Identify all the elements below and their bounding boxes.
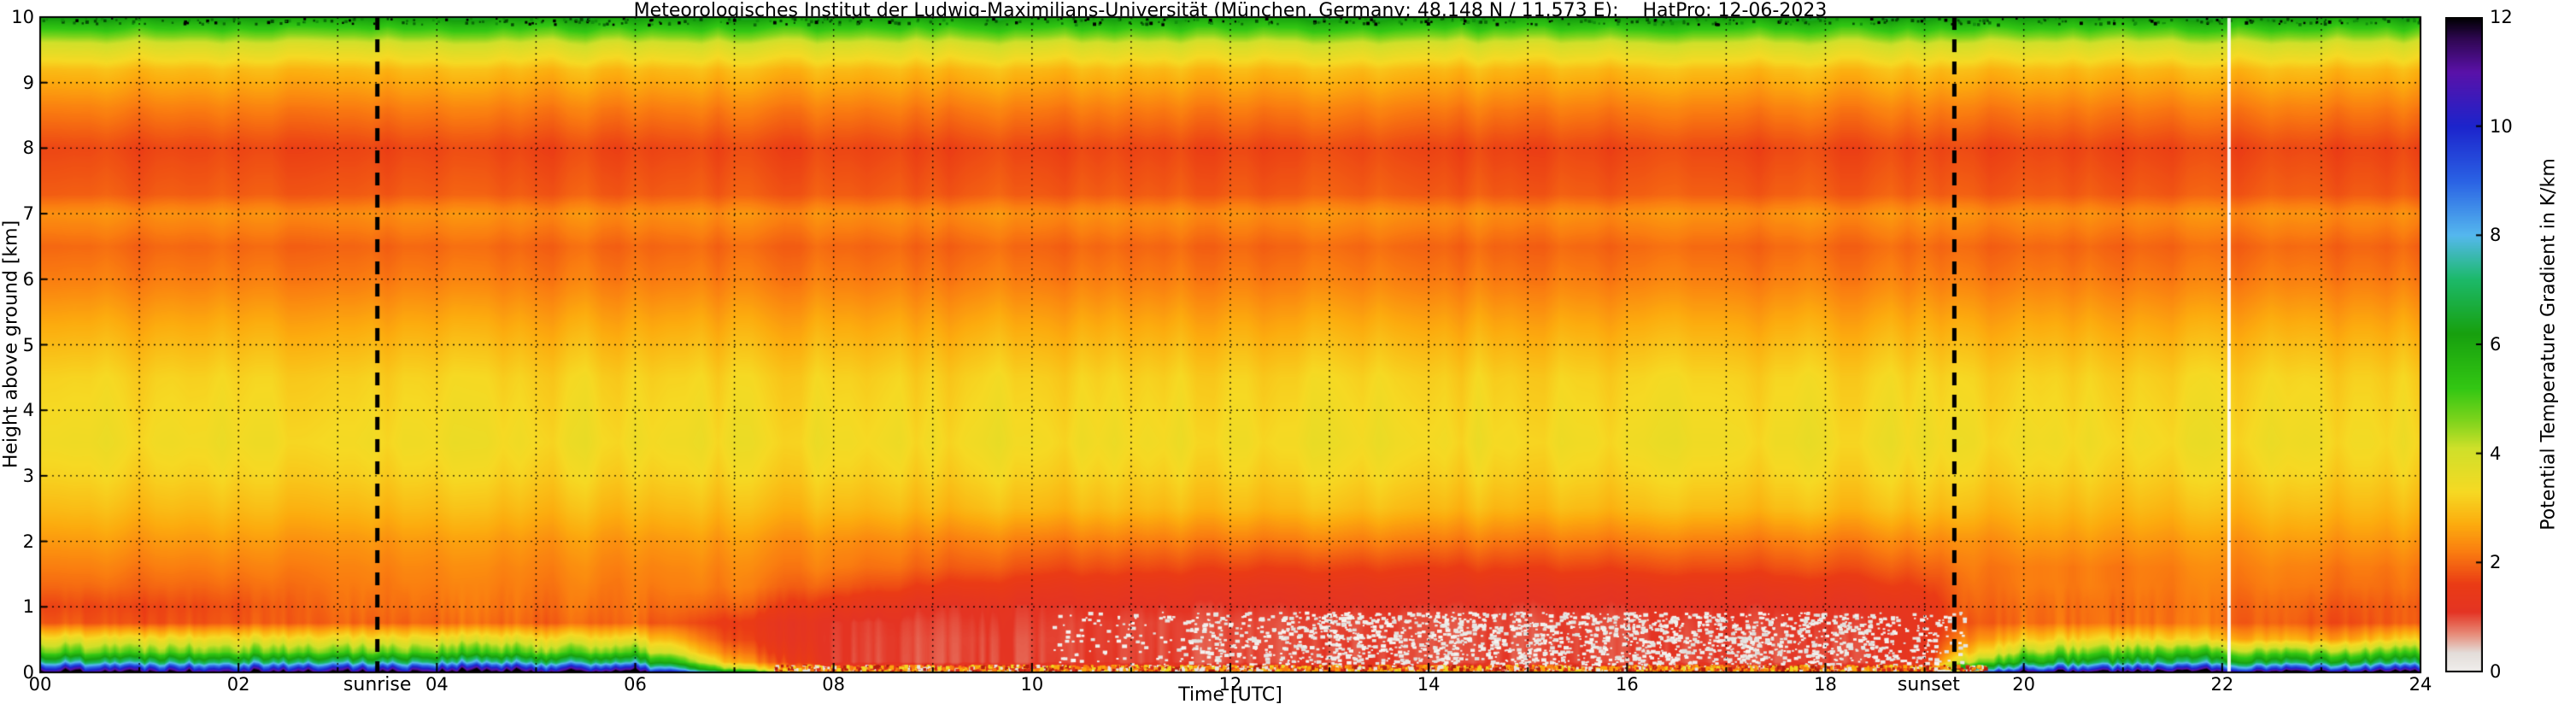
colorbar-tick-label: 0 — [2490, 661, 2502, 682]
x-axis-label: Time [UTC] — [1178, 684, 1282, 704]
y-tick-label: 2 — [22, 531, 34, 552]
x-tick-label: 20 — [2012, 674, 2036, 695]
x-tick-label: 10 — [1020, 674, 1044, 695]
x-tick-label: 00 — [28, 674, 52, 695]
colorbar-tick-label: 4 — [2490, 443, 2502, 464]
y-tick-label: 4 — [22, 400, 34, 421]
sunrise-label: sunrise — [343, 674, 412, 695]
x-tick-label: 14 — [1417, 674, 1441, 695]
x-tick-label: 02 — [226, 674, 250, 695]
colorbar-tick-label: 8 — [2490, 225, 2502, 246]
y-tick-label: 10 — [11, 7, 34, 27]
colorbar-tick-label: 6 — [2490, 334, 2502, 355]
y-tick-label: 7 — [22, 203, 34, 225]
colorbar-canvas — [2445, 17, 2483, 672]
y-tick-label: 3 — [22, 465, 34, 486]
colorbar-tick-label: 12 — [2490, 7, 2513, 27]
sunset-label: sunset — [1897, 674, 1960, 695]
colorbar-label: Potential Temperature Gradient in K/km — [2538, 158, 2560, 531]
x-tick-label: 16 — [1615, 674, 1639, 695]
x-tick-label: 12 — [1218, 674, 1242, 695]
y-tick-label: 6 — [22, 268, 34, 290]
x-tick-label: 08 — [822, 674, 846, 695]
x-tick-label: 06 — [624, 674, 647, 695]
x-tick-label: 24 — [2409, 674, 2432, 695]
y-tick-label: 8 — [22, 138, 34, 159]
y-tick-label: 1 — [22, 596, 34, 618]
y-tick-label: 9 — [22, 72, 34, 93]
x-tick-label: 22 — [2210, 674, 2234, 695]
colorbar-tick-label: 2 — [2490, 552, 2502, 573]
y-tick-label: 5 — [22, 334, 34, 355]
x-tick-label: 04 — [425, 674, 449, 695]
y-tick-label: 0 — [22, 662, 34, 683]
colorbar-tick-label: 10 — [2490, 115, 2513, 137]
x-tick-label: 18 — [1814, 674, 1837, 695]
